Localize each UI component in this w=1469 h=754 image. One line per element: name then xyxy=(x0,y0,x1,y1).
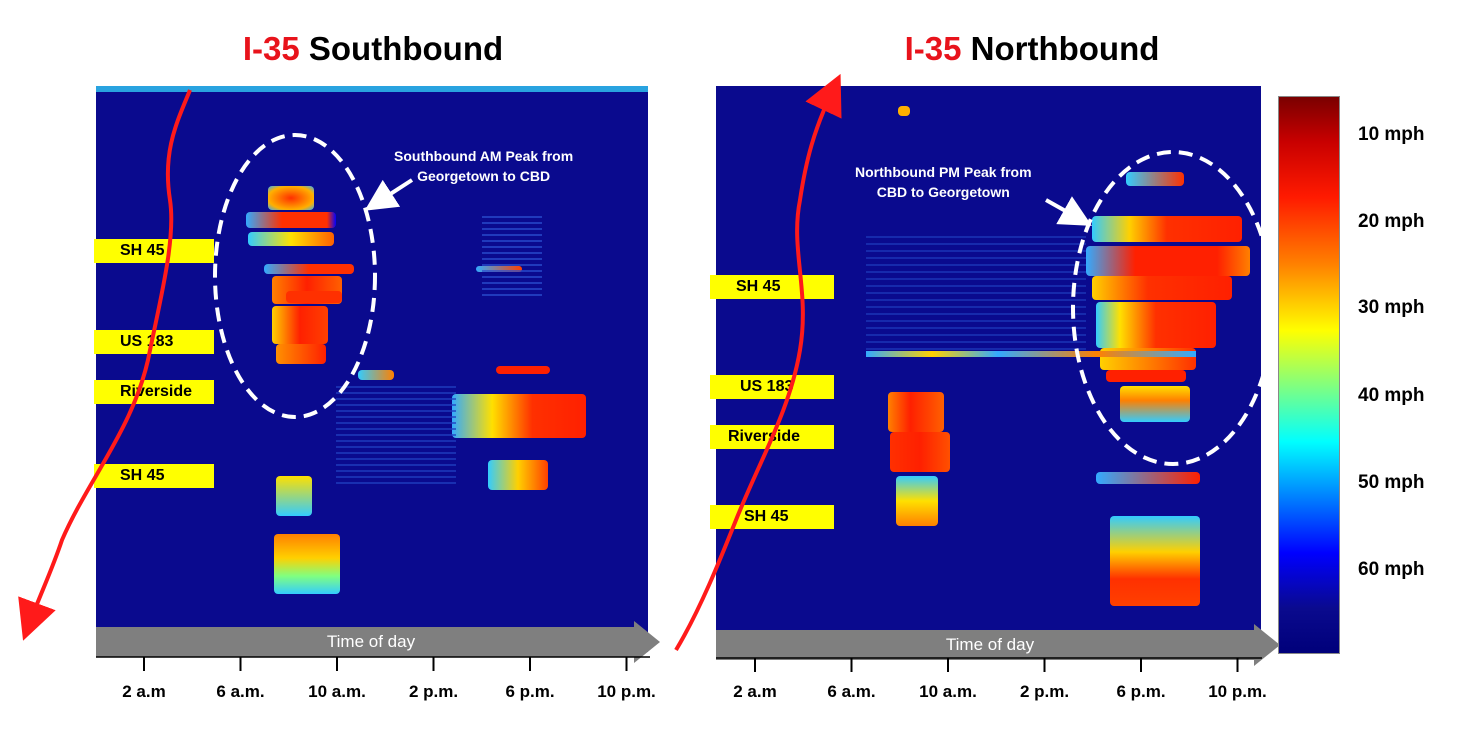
right-road-label: SH 45 xyxy=(710,275,834,299)
right-route-arrow xyxy=(674,73,842,652)
colorbar-label: 20 mph xyxy=(1358,211,1425,232)
left-congestion-blob xyxy=(264,264,354,274)
left-title-direction: Southbound xyxy=(308,30,504,67)
right-congestion-blob xyxy=(890,432,950,472)
right-light-traffic-band xyxy=(866,236,1086,356)
left-congestion-blob xyxy=(276,344,326,364)
right-light-traffic-band xyxy=(866,351,1196,357)
right-time-arrow-head xyxy=(1254,624,1280,666)
left-congestion-blob xyxy=(452,394,586,438)
right-chart-title: I-35 Northbound xyxy=(905,30,1160,68)
left-annotation-line1: Southbound AM Peak from xyxy=(394,148,574,164)
left-congestion-blob xyxy=(274,534,340,594)
right-annotation-line1: Northbound PM Peak from xyxy=(855,164,1032,180)
left-chart-title: I-35 Southbound xyxy=(243,30,503,68)
left-tick-label: 10 a.m. xyxy=(308,682,366,701)
right-tick-label: 10 p.m. xyxy=(1208,682,1267,701)
left-congestion-blob xyxy=(496,366,550,374)
right-congestion-blob xyxy=(1120,386,1190,422)
right-congestion-blob xyxy=(1096,302,1216,348)
left-title-highway: I-35 xyxy=(242,30,300,67)
left-annotation-arrow xyxy=(364,178,414,211)
right-congestion-blob xyxy=(896,476,938,526)
left-tick-label: 10 p.m. xyxy=(597,682,656,701)
left-congestion-blob xyxy=(488,460,548,490)
right-congestion-blob xyxy=(1126,172,1184,186)
left-tick-marks xyxy=(143,657,628,671)
left-congestion-blob xyxy=(276,476,312,516)
colorbar-label: 40 mph xyxy=(1358,385,1425,406)
right-tick-label: 10 a.m. xyxy=(919,682,977,701)
left-tick-label: 6 a.m. xyxy=(216,682,265,701)
colorbar-label: 10 mph xyxy=(1358,124,1425,145)
right-congestion-blob xyxy=(1096,472,1200,484)
left-tick-label: 2 p.m. xyxy=(408,682,459,701)
speed-colorbar xyxy=(1278,96,1340,654)
right-congestion-blob xyxy=(888,392,944,432)
left-peak-ellipse xyxy=(213,133,377,419)
left-time-arrow-label: Time of day xyxy=(326,632,416,651)
right-time-arrow-label: Time of day xyxy=(945,635,1035,654)
left-road-label: SH 45 xyxy=(94,239,214,263)
right-time-arrow xyxy=(716,630,1254,660)
colorbar-label: 30 mph xyxy=(1358,297,1425,318)
left-congestion-blob xyxy=(286,291,342,303)
left-route-arrow xyxy=(18,89,192,641)
left-tick-label: 2 a.m xyxy=(122,682,166,701)
right-peak-ellipse xyxy=(1071,150,1275,466)
left-tick-label: 6 p.m. xyxy=(505,682,555,701)
right-road-label: US 183 xyxy=(710,375,834,399)
left-congestion-blob xyxy=(248,232,334,246)
right-annotation-arrow xyxy=(1045,196,1092,226)
right-road-label: SH 45 xyxy=(710,505,834,529)
left-congestion-blob xyxy=(272,306,328,344)
right-congestion-blob xyxy=(1092,216,1242,242)
right-title-highway: I-35 xyxy=(904,30,962,67)
left-time-arrow xyxy=(96,627,634,657)
right-congestion-blob xyxy=(1092,276,1232,300)
left-heatmap-top-strip xyxy=(96,86,648,92)
left-congestion-blob xyxy=(246,212,336,228)
left-light-traffic-band xyxy=(482,216,542,296)
left-time-arrow-head xyxy=(634,621,660,663)
right-tick-label: 6 a.m. xyxy=(827,682,876,701)
right-heatmap xyxy=(716,86,1261,652)
left-congestion-blob xyxy=(268,186,314,210)
right-tick-label: 2 p.m. xyxy=(1019,682,1070,701)
right-annotation: Northbound PM Peak from CBD to Georgetow… xyxy=(855,162,1032,202)
left-road-label: SH 45 xyxy=(94,464,214,488)
left-congestion-blob xyxy=(358,370,394,380)
right-annotation-line2: CBD to Georgetown xyxy=(876,184,1010,200)
colorbar-label: 50 mph xyxy=(1358,472,1425,493)
colorbar-label: 60 mph xyxy=(1358,559,1425,580)
right-tick-marks xyxy=(754,658,1239,672)
right-tick-label: 2 a.m xyxy=(733,682,777,701)
left-light-traffic-band xyxy=(336,386,456,486)
right-tick-label: 6 p.m. xyxy=(1116,682,1166,701)
left-annotation-line2: Georgetown to CBD xyxy=(417,168,551,184)
right-congestion-blob xyxy=(1086,246,1250,276)
right-title-direction: Northbound xyxy=(970,30,1160,67)
right-congestion-blob xyxy=(1110,516,1200,606)
right-congestion-blob xyxy=(898,106,910,116)
right-congestion-blob xyxy=(1106,370,1186,382)
left-annotation: Southbound AM Peak from Georgetown to CB… xyxy=(394,146,573,186)
